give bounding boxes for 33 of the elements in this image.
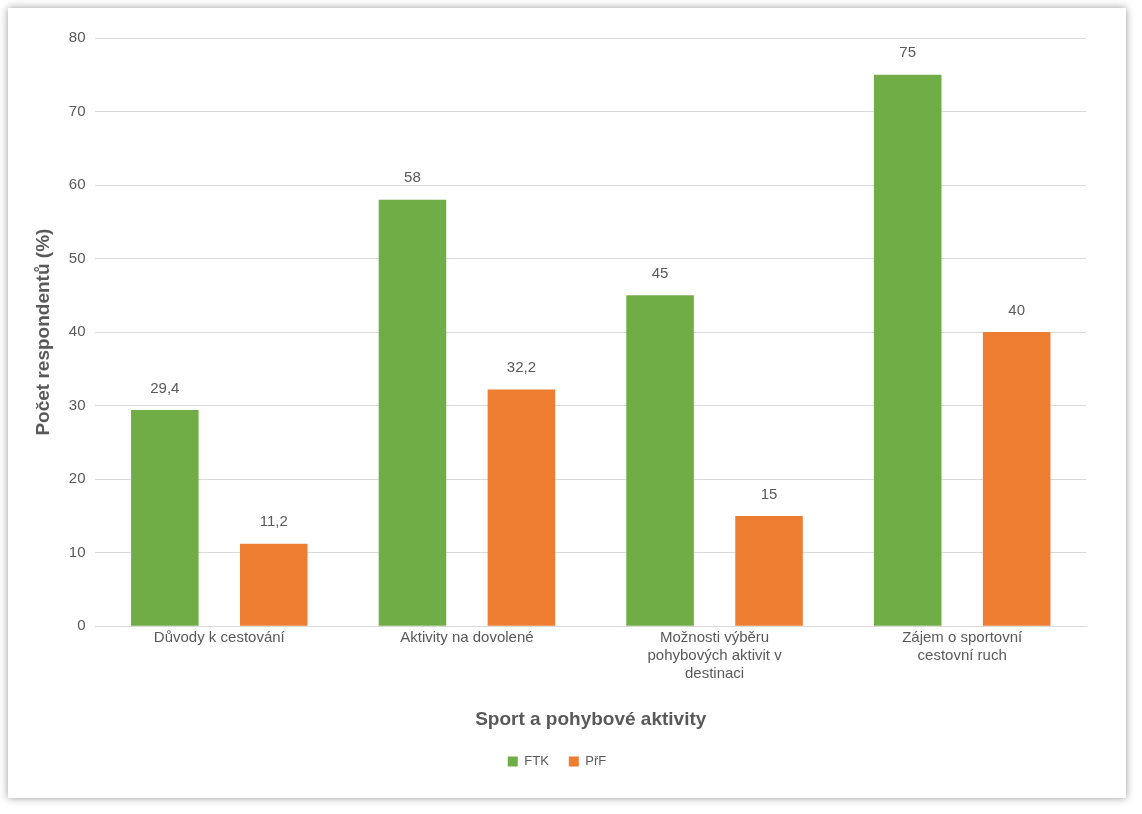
y-tick-label: 40: [68, 322, 86, 340]
y-axis-title: Počet respondentů (%): [31, 228, 53, 436]
bar: [240, 543, 308, 626]
data-label: 11,2: [259, 512, 288, 530]
y-tick-label: 60: [68, 175, 86, 193]
x-tick-label: Aktivity na dovolené: [400, 628, 534, 646]
data-label: 15: [760, 484, 778, 502]
legend-label: PřF: [585, 753, 607, 769]
bar: [626, 295, 694, 626]
data-label: 29,4: [150, 378, 180, 396]
data-label: 40: [1008, 300, 1026, 318]
data-label: 45: [651, 263, 669, 281]
x-tick-label: Zájem o sportovní cestovní ruch: [902, 628, 1024, 664]
y-tick-label: 20: [68, 469, 86, 487]
data-label: 75: [899, 43, 917, 61]
bar: [873, 74, 942, 626]
y-tick-label: 70: [68, 101, 86, 119]
bar: [131, 410, 199, 626]
y-tick-label: 30: [68, 395, 86, 413]
y-tick-label: 10: [68, 542, 86, 560]
data-label: 58: [404, 168, 421, 186]
x-tick-label: Důvody k cestování: [153, 628, 286, 646]
x-tick-label: Možnosti výběru pohybových aktivit v destinaci: [647, 628, 783, 682]
bar: [487, 389, 556, 626]
bar: [378, 199, 447, 626]
bar: [735, 515, 803, 626]
legend-label: FTK: [524, 753, 550, 769]
y-tick-label: 80: [68, 28, 86, 46]
x-axis-title: Sport a pohybové aktivity: [475, 707, 707, 729]
y-tick-label: 50: [68, 248, 86, 266]
bar: [982, 332, 1051, 626]
y-tick-label: 0: [77, 616, 86, 634]
data-label: 32,2: [506, 358, 537, 376]
